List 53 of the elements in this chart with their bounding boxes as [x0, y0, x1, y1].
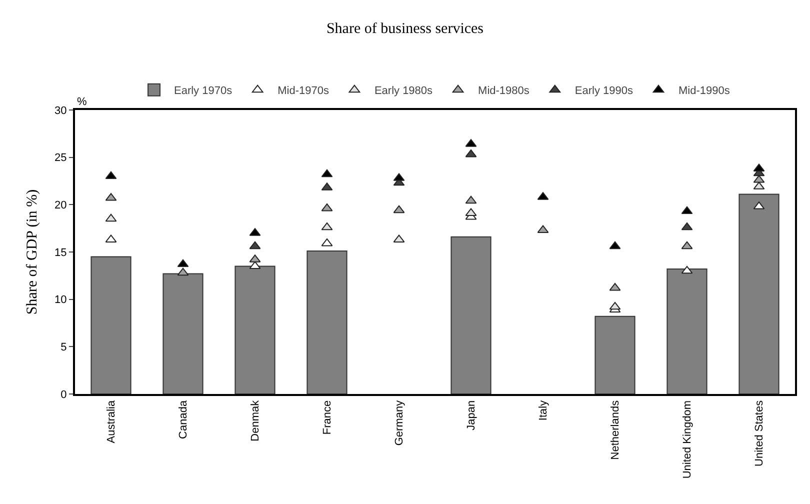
point [177, 259, 189, 268]
y-tick-label: 15 [54, 246, 67, 259]
x-tick-label: Denmak [250, 400, 262, 442]
bar [594, 316, 636, 394]
point [681, 222, 693, 230]
legend-label: Mid-1980s [478, 85, 530, 98]
point [249, 241, 261, 250]
point [105, 171, 117, 180]
y-tick-label: 0 [60, 388, 67, 401]
point [321, 238, 333, 246]
legend-label: Early 1980s [374, 85, 434, 98]
bar [306, 250, 348, 394]
x-tick-label: Australia [106, 400, 118, 444]
x-tick-label: Germany [394, 400, 406, 446]
x-tick-label: Netherlands [610, 400, 622, 460]
point [465, 196, 477, 204]
bar [666, 268, 708, 394]
y-tick-label: 30 [54, 104, 67, 117]
point [609, 282, 621, 291]
y-tick-label: 10 [54, 294, 67, 306]
x-tick-label: Italy [538, 400, 550, 421]
point [105, 214, 117, 222]
legend-label: Mid-1970s [278, 85, 330, 98]
legend-label: Early 1990s [574, 85, 634, 98]
bar [90, 256, 132, 394]
y-tick-label: 5 [60, 342, 67, 354]
point [321, 169, 333, 178]
y-tick-label: 25 [54, 152, 67, 164]
x-tick-label: United Kingdom [682, 400, 694, 479]
chart-title: Share of business services [326, 21, 484, 38]
point [681, 266, 693, 274]
bar [738, 194, 780, 394]
x-tick-label: Japan [466, 400, 478, 430]
legend-label: Early 1970s [174, 85, 233, 98]
point [465, 149, 477, 158]
y-axis-title: Share of GDP (in %) [24, 189, 40, 315]
point [321, 203, 333, 212]
bar [162, 273, 204, 394]
point [681, 206, 693, 214]
x-tick-label: France [322, 400, 334, 435]
point [177, 268, 189, 276]
bar [450, 236, 492, 394]
x-tick-label: United States [754, 400, 766, 466]
legend-label: Mid-1990s [678, 85, 730, 98]
bar [234, 266, 276, 394]
text: % [77, 96, 87, 108]
point [321, 222, 333, 230]
point [609, 241, 621, 250]
point [681, 241, 693, 250]
point [609, 302, 621, 310]
y-tick-label: 20 [54, 200, 67, 212]
x-tick-label: Canada [178, 400, 190, 439]
point [393, 205, 405, 214]
